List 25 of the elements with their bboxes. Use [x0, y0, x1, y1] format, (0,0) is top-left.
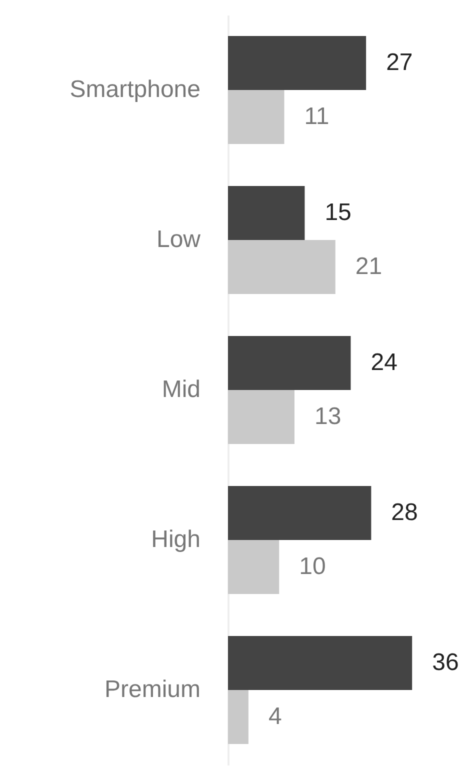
bar	[228, 90, 284, 144]
bar	[228, 540, 280, 594]
y-tick-label: Smartphone	[70, 76, 200, 103]
bar	[228, 36, 366, 90]
bar	[228, 390, 294, 444]
data-label: 28	[391, 499, 418, 526]
data-label: 21	[355, 253, 382, 280]
bar	[228, 336, 351, 390]
data-label: 24	[370, 349, 398, 376]
y-tick-label: Premium	[104, 676, 200, 703]
bar	[228, 486, 372, 540]
data-label: 10	[299, 553, 326, 580]
bar	[228, 636, 412, 690]
data-label: 27	[386, 49, 413, 76]
y-tick-label: Mid	[162, 376, 200, 403]
y-tick-label: Low	[156, 226, 202, 253]
bar	[228, 690, 248, 744]
bar	[228, 186, 305, 240]
data-label: 4	[268, 703, 282, 730]
data-label: 13	[314, 403, 342, 430]
data-label: 36	[432, 649, 459, 676]
data-label: 11	[304, 103, 330, 130]
y-tick-label: High	[151, 526, 200, 553]
bar	[228, 240, 336, 294]
data-label: 15	[324, 199, 352, 226]
